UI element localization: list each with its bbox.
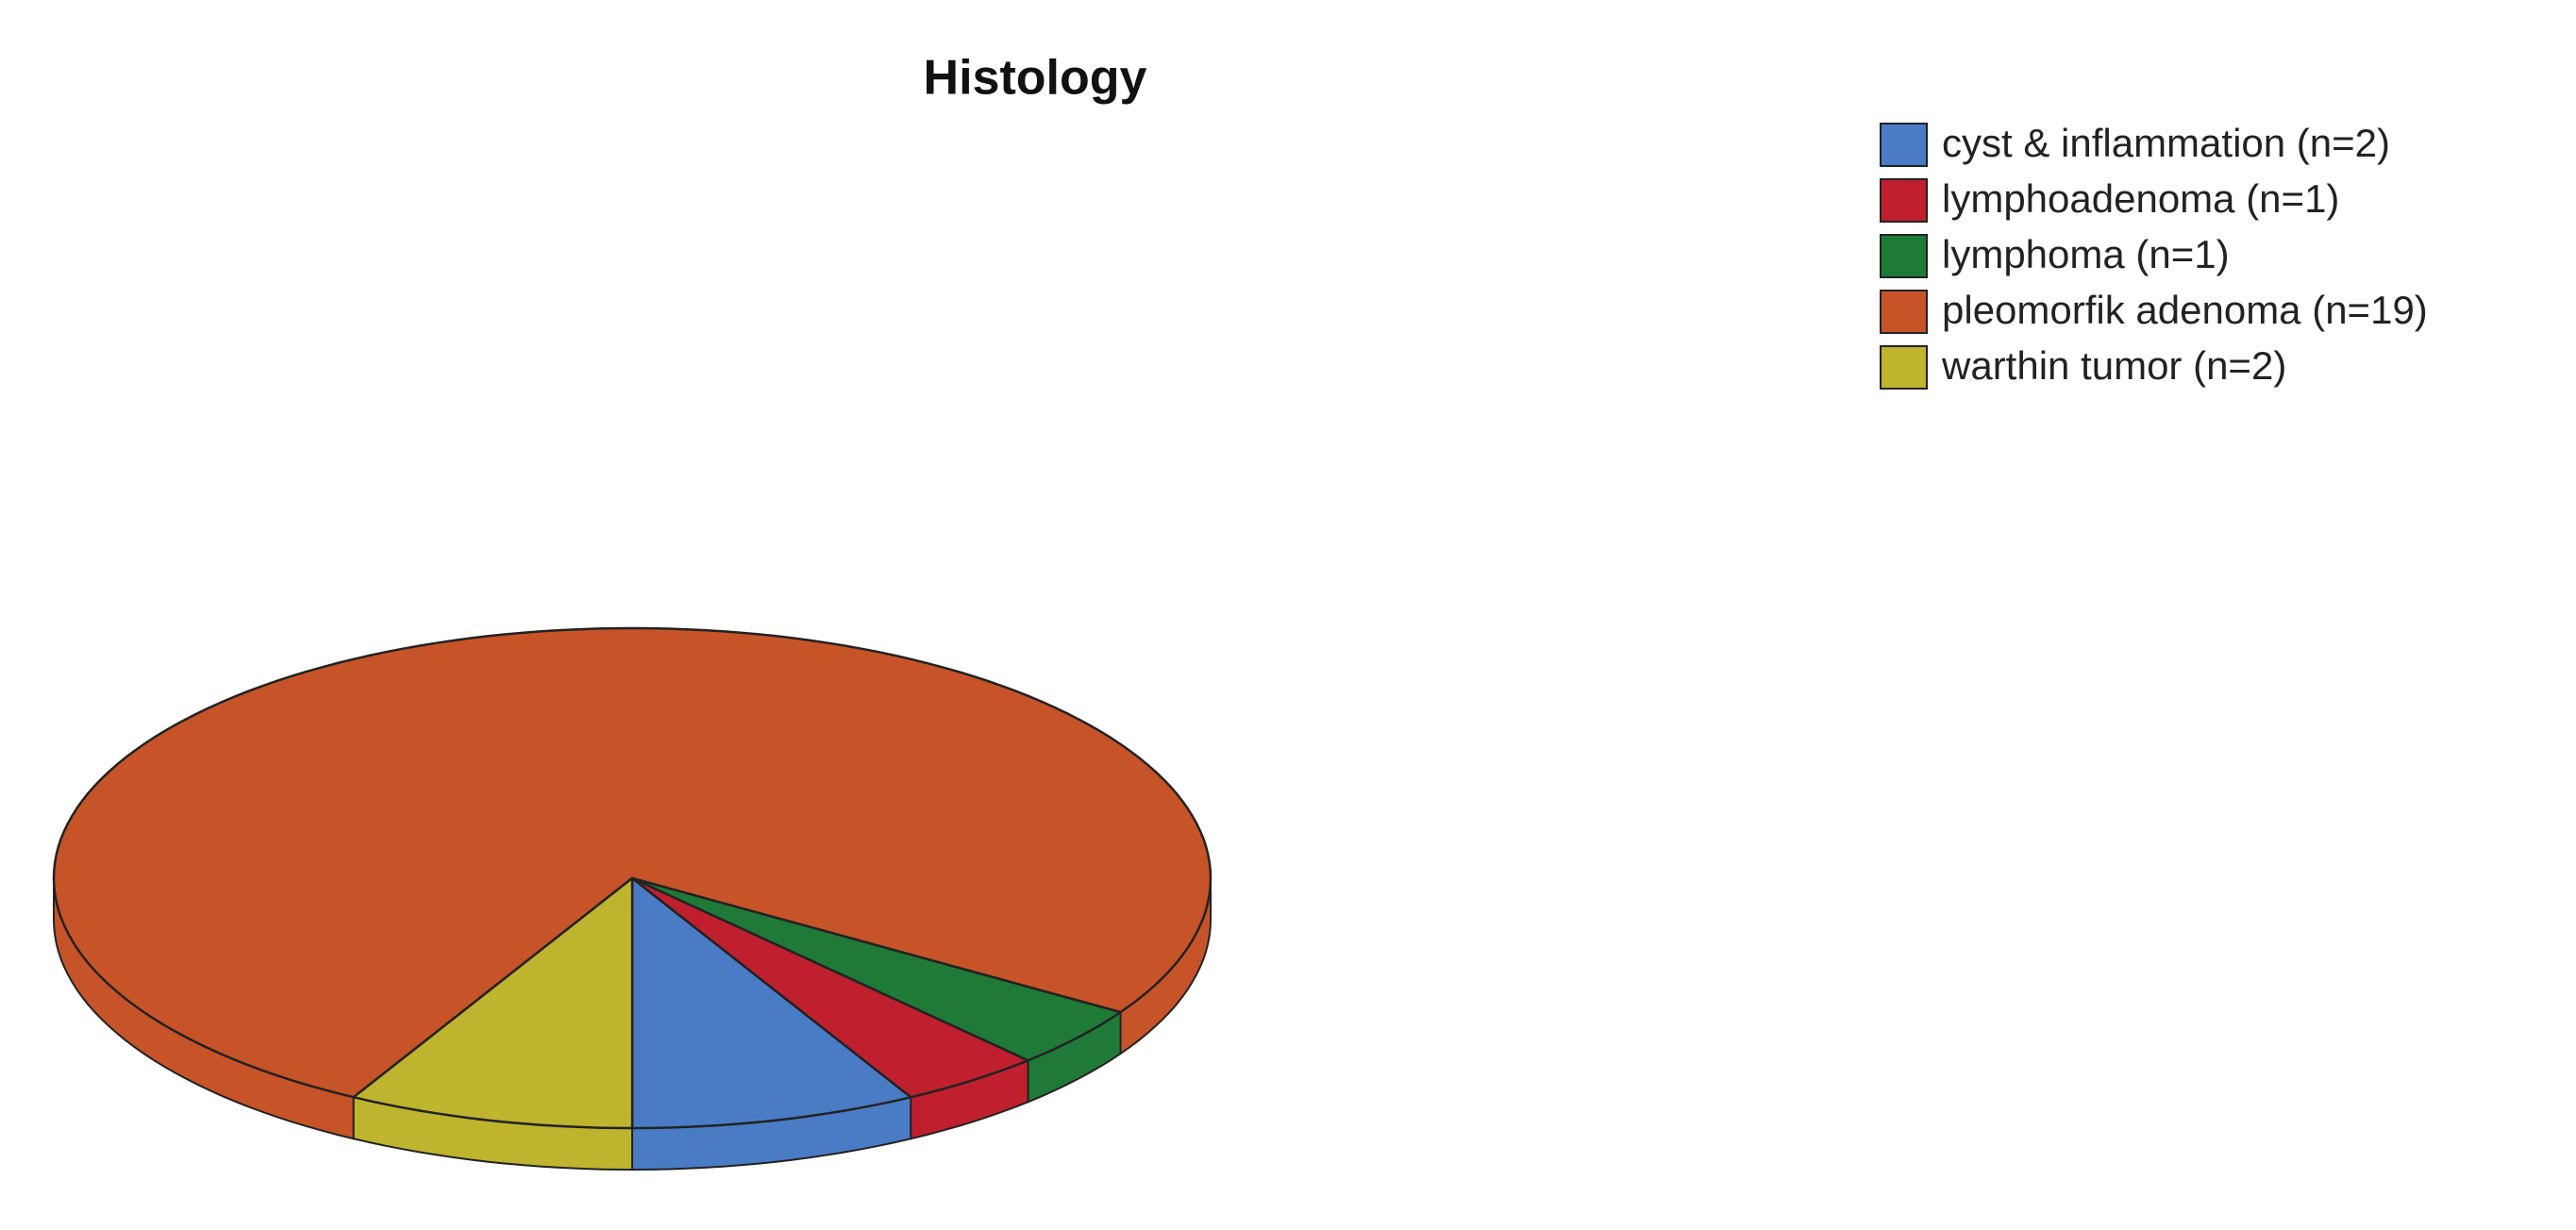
pie-slice [352, 876, 634, 1130]
legend-label: pleomorfik adenoma (n=19) [1942, 288, 2428, 332]
pie-slice [630, 876, 912, 1130]
legend-label: cyst & inflammation (n=2) [1942, 121, 2390, 165]
legend-label: lymphoma (n=1) [1942, 232, 2230, 276]
legend-label: lymphoadenoma (n=1) [1942, 176, 2339, 221]
pie-slice [630, 876, 1122, 1062]
legend-swatch [1880, 178, 1928, 223]
legend-label: warthin tumor (n=2) [1941, 343, 2286, 388]
chart-title: Histology [924, 51, 1147, 106]
legend-swatch [1880, 234, 1928, 278]
legend-swatch [1880, 123, 1928, 167]
legend-swatch [1880, 290, 1928, 334]
legend-swatch [1880, 345, 1928, 390]
pie-slice [630, 876, 1029, 1099]
pie-slice [52, 626, 1213, 1099]
